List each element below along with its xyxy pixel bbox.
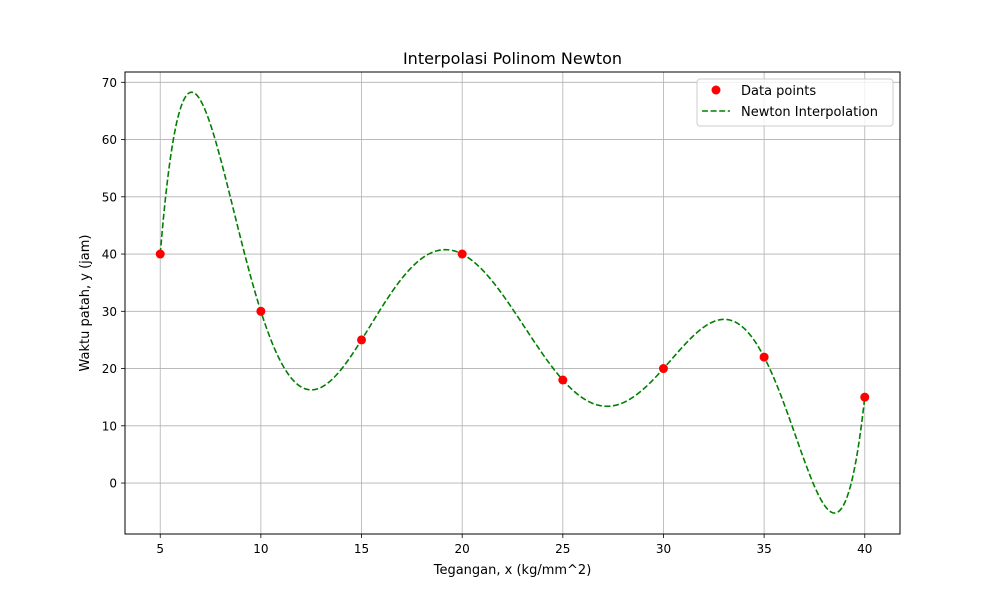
data-point xyxy=(256,306,266,316)
x-tick-label: 5 xyxy=(156,542,164,556)
y-tick-label: 20 xyxy=(102,362,117,376)
y-tick-label: 10 xyxy=(102,419,117,433)
legend-scatter-marker xyxy=(711,85,721,95)
x-axis: 5 10 15 20 25 30 35 40 xyxy=(156,534,872,556)
newton-interpolation-line xyxy=(159,91,866,514)
x-tick-label: 10 xyxy=(253,542,268,556)
data-points-layer xyxy=(155,249,870,402)
y-tick-label: 60 xyxy=(102,133,117,147)
y-tick-label: 40 xyxy=(102,248,117,262)
x-axis-label: Tegangan, x (kg/mm^2) xyxy=(433,563,592,578)
chart-title: Interpolasi Polinom Newton xyxy=(403,49,622,68)
legend-label-data-points: Data points xyxy=(741,84,816,99)
legend-label-newton-interpolation: Newton Interpolation xyxy=(741,105,878,120)
plot-frame xyxy=(124,71,901,535)
data-point xyxy=(860,392,870,402)
x-tick-label: 15 xyxy=(354,542,369,556)
data-point xyxy=(457,249,467,259)
data-point xyxy=(357,335,367,345)
y-axis: 0 10 20 30 40 50 60 70 xyxy=(102,76,125,491)
y-tick-label: 30 xyxy=(102,305,117,319)
legend-frame xyxy=(696,78,894,127)
x-tick-label: 40 xyxy=(857,542,872,556)
plot-area xyxy=(125,72,900,534)
data-point xyxy=(759,352,769,362)
legend: Data points Newton Interpolation xyxy=(696,78,894,127)
y-tick-label: 50 xyxy=(102,190,117,204)
x-tick-label: 35 xyxy=(756,542,771,556)
interpolation-curve-layer xyxy=(159,91,866,514)
data-point xyxy=(155,249,165,259)
grid xyxy=(125,72,900,534)
y-tick-label: 70 xyxy=(102,76,117,90)
x-tick-label: 25 xyxy=(555,542,570,556)
y-tick-label: 0 xyxy=(109,477,117,491)
y-axis-label: Waktu patah, y (jam) xyxy=(78,235,93,372)
data-point xyxy=(658,364,668,374)
x-tick-label: 20 xyxy=(455,542,470,556)
x-tick-label: 30 xyxy=(656,542,671,556)
data-point xyxy=(558,375,568,385)
